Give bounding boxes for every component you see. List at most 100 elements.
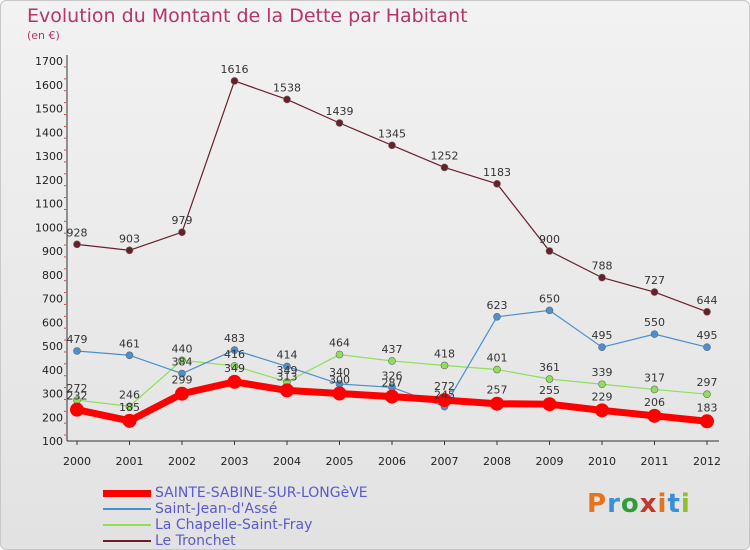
data-label: 287 [382,377,403,390]
data-label: 257 [487,384,508,397]
data-point [703,307,711,316]
x-tick-label: 2003 [221,455,249,468]
data-point [283,362,291,371]
data-point [493,312,501,321]
data-label: 464 [329,337,350,350]
data-point [122,413,137,428]
data-label: 255 [539,384,560,397]
y-tick-label: 100 [42,435,63,448]
data-point [178,369,186,378]
data-label: 1345 [378,127,406,140]
data-label: 928 [67,226,88,239]
x-tick-label: 2005 [326,455,354,468]
chart-unit: (en €) [27,29,60,42]
data-label: 418 [434,347,455,360]
data-point [335,350,344,359]
data-point [125,351,134,360]
data-point [125,402,134,411]
data-point [598,273,606,282]
data-point [178,356,186,365]
data-point [595,403,609,418]
y-tick-label: 1300 [35,150,63,163]
data-label: 1252 [431,149,459,162]
data-label: 229 [592,390,613,403]
y-tick-label: 1400 [35,126,63,139]
y-tick-label: 900 [42,245,63,258]
data-point [230,362,239,370]
y-tick-label: 1700 [35,55,63,68]
data-label: 437 [382,343,403,356]
data-label: 313 [277,370,298,383]
data-label: 272 [434,380,455,393]
data-point [227,374,242,389]
legend-label: SAINTE-SABINE-SUR-LONGèVE [155,485,368,501]
data-label: 206 [644,396,665,409]
x-tick-label: 2007 [431,455,459,468]
legend: SAINTE-SABINE-SUR-LONGèVE Saint-Jean-d'As… [103,485,368,549]
y-tick-label: 1100 [35,198,63,211]
data-point [332,386,347,401]
logo-letter: i [680,489,691,519]
x-tick-label: 2004 [273,455,301,468]
y-tick-label: 500 [42,340,63,353]
x-tick-label: 2011 [641,455,669,468]
data-label: 185 [119,401,140,414]
data-label: 349 [224,362,245,375]
legend-item: Le Tronchet [103,533,368,549]
data-label: 183 [697,401,718,414]
logo-letter: x [639,489,658,519]
data-label: 727 [644,274,665,287]
data-point [175,386,189,401]
data-label: 300 [329,374,350,387]
data-label: 299 [172,374,193,387]
data-point [703,343,711,351]
data-label: 384 [172,356,193,369]
data-point [440,163,449,172]
data-label: 495 [697,329,718,342]
data-label: 900 [539,233,560,246]
data-point [598,380,606,389]
data-label: 1183 [483,166,511,179]
data-label: 246 [119,388,140,401]
data-label: 245 [434,389,455,402]
x-tick-label: 2010 [588,455,616,468]
data-point [335,119,344,127]
data-point [283,95,291,104]
data-point [125,246,134,255]
logo-letter: i [657,489,668,519]
data-point [542,397,557,412]
data-point [650,330,659,338]
y-tick-label: 1000 [35,221,63,234]
y-tick-label: 200 [42,411,63,424]
legend-item: La Chapelle-Saint-Fray [103,517,368,533]
data-label: 232 [67,390,88,403]
data-label: 644 [697,294,718,307]
data-label: 550 [644,316,665,329]
logo-letter: o [620,489,640,519]
data-point [280,383,294,398]
data-point [70,402,84,417]
data-label: 979 [172,214,193,227]
data-label: 416 [224,348,245,361]
y-tick-label: 1600 [35,79,63,92]
data-label: 650 [539,292,560,305]
data-point [545,247,554,255]
legend-swatch [103,508,151,510]
data-label: 479 [67,333,88,346]
data-point [388,357,396,365]
y-tick-label: 1200 [35,174,63,187]
legend-label: La Chapelle-Saint-Fray [155,517,313,533]
data-label: 440 [172,342,193,355]
data-point [493,365,501,374]
x-tick-label: 2001 [116,455,144,468]
data-label: 1538 [273,81,301,94]
data-label: 483 [224,332,245,345]
x-tick-label: 2012 [693,455,721,468]
logo-letter: t [667,489,681,519]
x-tick-label: 2000 [63,455,91,468]
legend-label: Saint-Jean-d'Assé [155,501,278,517]
data-point [490,396,504,411]
data-point [700,414,714,429]
x-tick-label: 2008 [483,455,511,468]
y-tick-label: 800 [42,269,63,282]
